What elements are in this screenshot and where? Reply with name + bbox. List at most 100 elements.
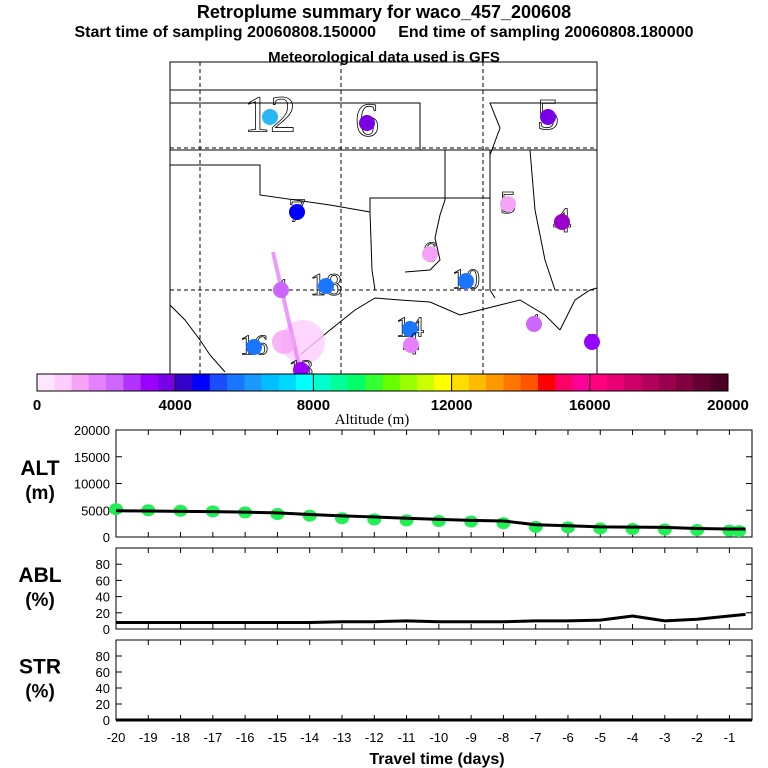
colorbar-segment: [676, 374, 694, 391]
colorbar-segment: [486, 374, 504, 391]
colorbar-segment: [157, 374, 176, 391]
x-tick-label: -3: [659, 730, 671, 745]
y-tick-label: 80: [96, 557, 110, 572]
colorbar-segment: [278, 374, 297, 391]
map-trajectory-points: 1265754618101444516413: [240, 86, 600, 383]
colorbar-segment: [434, 374, 453, 391]
map-marker: [273, 282, 289, 298]
colorbar-tick-label: 12000: [431, 397, 473, 414]
x-tick-label: -6: [562, 730, 574, 745]
alt-point: [367, 513, 382, 526]
colorbar-segment: [503, 374, 522, 391]
colorbar-segment: [658, 374, 677, 391]
alt-point: [334, 512, 349, 525]
colorbar-segment: [607, 374, 625, 391]
alt-point: [690, 524, 705, 537]
y-tick-label: 20: [96, 606, 110, 621]
colorbar-segment: [710, 374, 729, 391]
colorbar-tick-label: 8000: [297, 397, 330, 414]
colorbar-segment: [468, 374, 487, 391]
colorbar-segment: [244, 374, 263, 391]
colorbar-segment: [520, 374, 539, 391]
state-borders: [169, 89, 598, 373]
y-tick-label: 0: [103, 622, 110, 637]
colorbar-segment: [71, 374, 90, 391]
map-marker: [422, 246, 438, 262]
y-axis-label: STR: [19, 656, 61, 679]
x-tick-label: -5: [594, 730, 606, 745]
map-marker: [403, 337, 419, 353]
y-tick-label: 20000: [74, 423, 110, 438]
x-tick-label: -12: [365, 730, 384, 745]
y-tick-label: 0: [103, 530, 110, 545]
colorbar-segment: [140, 374, 159, 391]
x-tick-label: -17: [203, 730, 222, 745]
map-marker: [318, 278, 334, 294]
y-tick-label: 20: [96, 697, 110, 712]
y-axis-label: ALT: [20, 457, 59, 480]
colorbar-tick-label: 20000: [707, 397, 749, 414]
colorbar-segment: [382, 374, 401, 391]
colorbar-segment: [347, 374, 366, 391]
colorbar-segment: [555, 374, 574, 391]
alt-point: [109, 503, 123, 516]
map-marker: [554, 214, 570, 230]
x-tick-label: -20: [107, 730, 126, 745]
colorbar-segment: [175, 374, 193, 391]
colorbar-segment: [589, 374, 608, 391]
x-tick-label: -14: [300, 730, 319, 745]
x-tick-label: -19: [139, 730, 158, 745]
x-tick-label: -13: [333, 730, 352, 745]
colorbar-tick-label: 16000: [569, 397, 611, 414]
y-tick-label: 15000: [74, 450, 110, 465]
alt-point: [593, 522, 608, 535]
map-marker: [526, 316, 542, 332]
y-tick-label: 40: [96, 681, 110, 696]
y-tick-label: 40: [96, 590, 110, 605]
x-tick-label: -1: [724, 730, 736, 745]
map-marker: [458, 273, 474, 289]
map-marker: [584, 334, 600, 350]
colorbar-segment: [106, 374, 124, 391]
map-marker: [289, 204, 305, 220]
abl-line: [116, 612, 746, 625]
chart-title: Retroplume summary for waco_457_200608: [196, 2, 572, 22]
alt-point: [657, 523, 672, 536]
alt-median-line: [115, 509, 746, 531]
panel-frame: [115, 547, 753, 630]
start-time-label: Start time of sampling 20060808.150000: [74, 24, 377, 41]
map-frame: [169, 61, 598, 375]
y-axis-label: ABL: [18, 564, 61, 587]
alt-point: [732, 525, 747, 538]
colorbar-segment: [693, 374, 712, 391]
map-panel: 1265754618101444516413: [169, 61, 600, 383]
plume-overlay: [271, 251, 325, 371]
map-marker: [540, 109, 556, 125]
alt-point: [625, 522, 640, 535]
met-data-label: Meteorological data used is GFS: [268, 49, 500, 66]
x-tick-label: -15: [268, 730, 287, 745]
panel-frame: [115, 639, 753, 721]
alt-point: [496, 517, 511, 530]
x-tick-label: -11: [398, 730, 416, 745]
time-series-panels: 05000100001500020000ALT(m)020406080ABL(%…: [18, 423, 753, 768]
x-tick-label: -4: [627, 730, 639, 745]
colorbar-segment: [537, 374, 556, 391]
colorbar-segment: [641, 374, 660, 391]
map-marker: [402, 321, 418, 337]
map-marker: [262, 109, 278, 125]
x-tick-label: -7: [530, 730, 542, 745]
colorbar-tick-label: 4000: [159, 397, 192, 414]
colorbar-segment: [227, 374, 245, 391]
colorbar-segment: [296, 374, 314, 391]
colorbar-label: Altitude (m): [335, 412, 410, 428]
x-tick-label: -2: [691, 730, 703, 745]
colorbar-segment: [451, 374, 470, 391]
panel-alt: 0 5000 10000 15000 20000 ALT (m): [20, 423, 753, 545]
x-tick-label: -10: [429, 730, 448, 745]
y-tick-label: 60: [96, 665, 110, 680]
colorbar-segment: [123, 374, 142, 391]
